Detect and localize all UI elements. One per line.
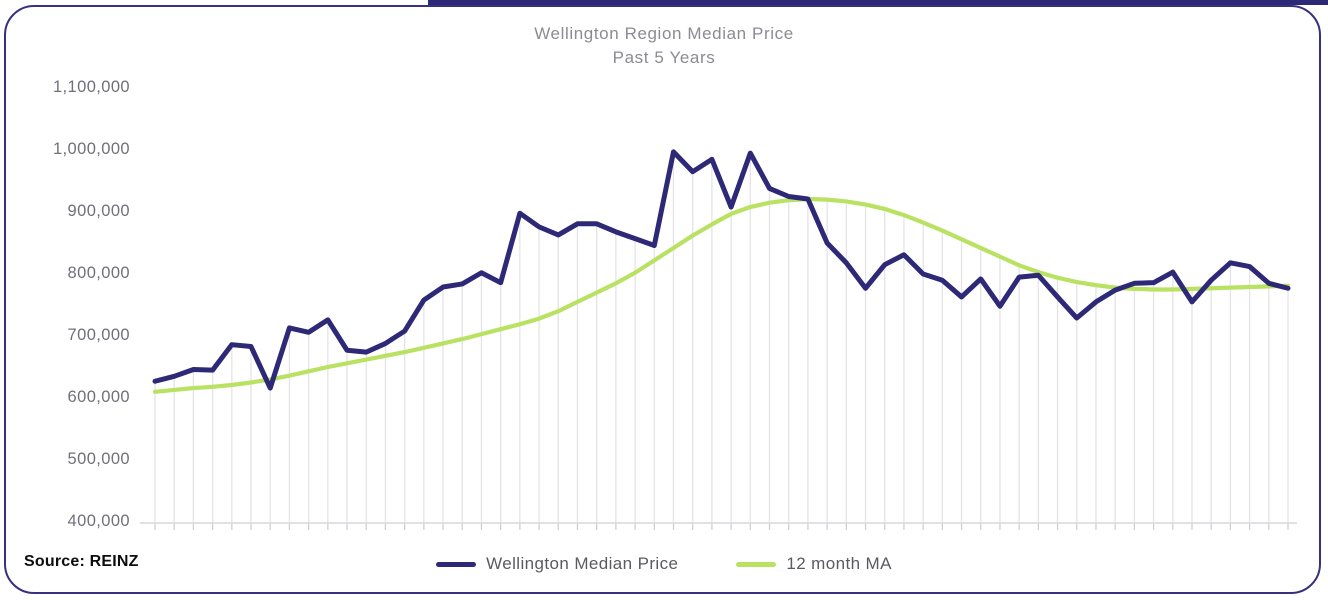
- ma-legend-label: 12 month MA: [786, 554, 892, 573]
- y-axis-label: 700,000: [67, 326, 130, 344]
- ma-legend-swatch: [736, 561, 777, 567]
- y-axis-label: 1,100,000: [52, 78, 130, 96]
- chart-title: Wellington Region Median Price Past 5 Ye…: [0, 22, 1328, 70]
- median-price-line: [152, 149, 1291, 391]
- ma-line: [152, 196, 1291, 394]
- median-price-legend-label: Wellington Median Price: [486, 554, 679, 573]
- y-axis-label: 1,000,000: [52, 140, 130, 158]
- median-price-legend-swatch: [436, 561, 477, 567]
- y-axis-label: 500,000: [67, 450, 130, 468]
- chart-legend: Wellington Median Price 12 month MA: [0, 551, 1328, 577]
- y-axis-label: 900,000: [67, 202, 130, 220]
- top-accent-line: [428, 0, 1328, 5]
- y-axis-label: 600,000: [67, 388, 130, 406]
- chart-title-line1: Wellington Region Median Price: [534, 24, 794, 43]
- y-axis-label: 400,000: [67, 512, 130, 530]
- source-label: Source: REINZ: [24, 553, 139, 570]
- chart-title-line2: Past 5 Years: [612, 48, 716, 67]
- y-axis-label: 800,000: [67, 264, 130, 282]
